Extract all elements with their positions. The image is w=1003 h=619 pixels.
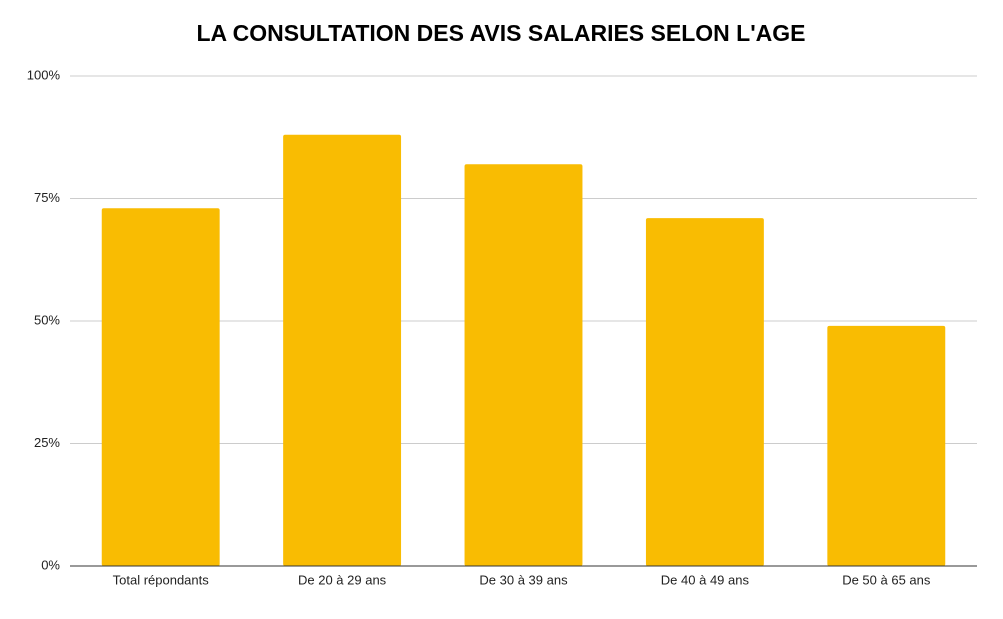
- bar: [827, 325, 946, 566]
- y-tick-label: 0%: [41, 557, 60, 572]
- x-tick-label: Total répondants: [113, 572, 210, 587]
- y-tick-label: 75%: [34, 190, 60, 205]
- x-tick-label: De 30 à 39 ans: [479, 572, 568, 587]
- x-tick-label: De 50 à 65 ans: [842, 572, 931, 587]
- bar: [645, 218, 764, 566]
- chart-title: LA CONSULTATION DES AVIS SALARIES SELON …: [196, 20, 805, 46]
- y-tick-label: 50%: [34, 312, 60, 327]
- x-tick-label: De 20 à 29 ans: [298, 572, 387, 587]
- x-tick-label: De 40 à 49 ans: [661, 572, 750, 587]
- y-tick-label: 25%: [34, 435, 60, 450]
- y-tick-label: 100%: [27, 67, 61, 82]
- bar: [464, 164, 583, 566]
- bar: [283, 134, 402, 567]
- bar: [101, 208, 220, 567]
